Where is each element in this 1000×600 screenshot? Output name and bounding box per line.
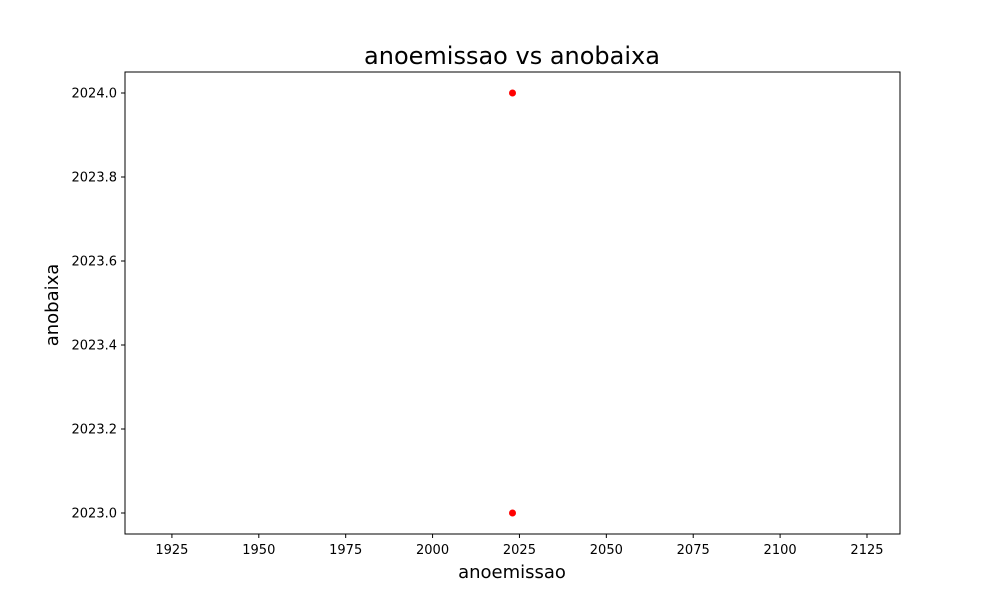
x-tick-label: 2050: [590, 543, 623, 558]
y-axis-label: anobaixa: [42, 264, 63, 347]
plot-area-frame: [124, 71, 901, 535]
x-tick-label: 2000: [416, 543, 449, 558]
ticks-layer: 1925 1950 1975 2000 2025 2050 2075 2100 2125 2023…: [72, 87, 884, 559]
data-point: [509, 509, 516, 517]
x-tick-label: 1925: [155, 543, 188, 558]
y-tick-label: 2024.0: [72, 87, 118, 102]
x-tick-label: 2100: [764, 543, 797, 558]
chart-title: anoemissao vs anobaixa: [364, 42, 660, 70]
y-tick-label: 2023.2: [72, 423, 118, 438]
x-tick-label: 2025: [503, 543, 536, 558]
x-tick-label: 1975: [329, 543, 362, 558]
y-tick-label: 2023.4: [72, 339, 118, 354]
y-tick-label: 2023.6: [72, 255, 118, 270]
points-layer: [509, 89, 516, 517]
x-tick-label: 2125: [850, 543, 883, 558]
y-tick-label: 2023.8: [72, 171, 118, 186]
x-tick-label: 2075: [677, 543, 710, 558]
x-tick-label: 1950: [242, 543, 275, 558]
x-axis-label: anoemissao: [458, 562, 566, 583]
data-point: [509, 89, 516, 97]
y-tick-label: 2023.0: [72, 507, 118, 522]
